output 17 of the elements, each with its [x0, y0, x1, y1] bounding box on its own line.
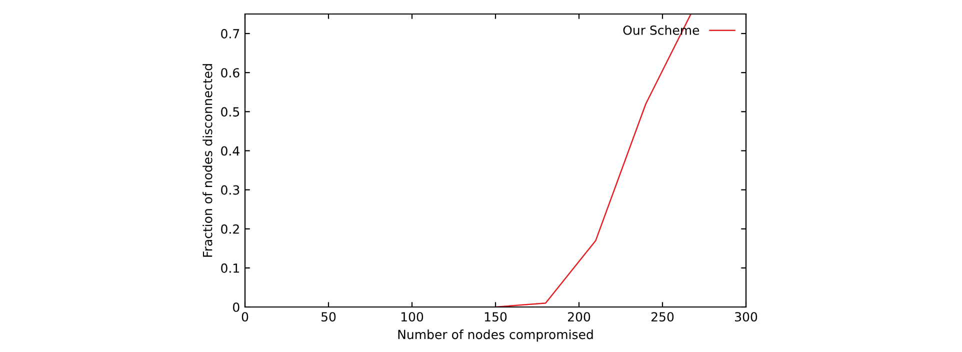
y-axis-title: Fraction of nodes disconnected	[202, 64, 212, 257]
y-tick-label: 0.6	[221, 68, 240, 78]
x-axis-title: Number of nodes compromised	[398, 330, 593, 342]
x-tick-label: 300	[735, 312, 758, 322]
x-tick-label: 200	[568, 312, 590, 322]
x-tick-label: 0	[242, 312, 248, 322]
x-tick-label: 50	[322, 312, 336, 322]
x-tick-label: 250	[651, 312, 674, 322]
y-tick-label: 0.1	[221, 263, 239, 273]
y-tick-label: 0	[233, 302, 240, 312]
x-tick-label: 100	[401, 312, 424, 322]
y-tick-label: 0.4	[221, 146, 240, 156]
x-tick-label: 150	[484, 312, 507, 322]
y-tick-label: 0.5	[221, 107, 240, 117]
y-tick-label: 0.7	[221, 29, 240, 38]
y-tick-label: 0.3	[221, 185, 240, 195]
y-tick-label: 0.2	[221, 224, 239, 234]
